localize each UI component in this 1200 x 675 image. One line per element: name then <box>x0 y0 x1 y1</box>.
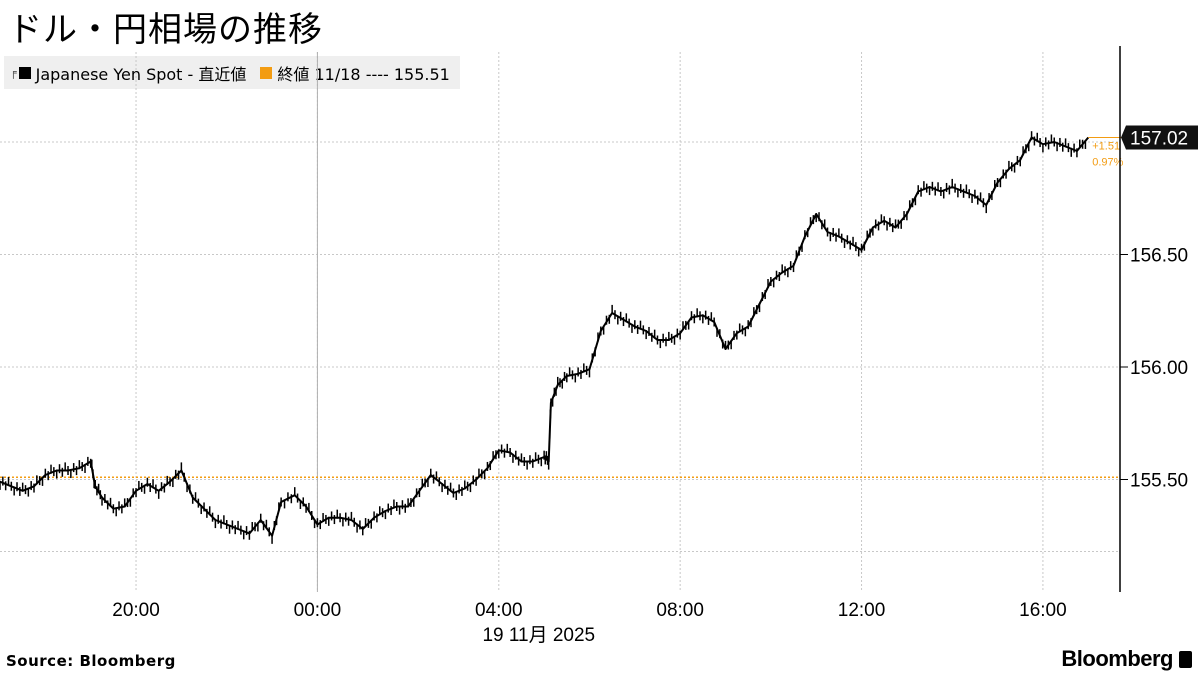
source-label: Source: Bloomberg <box>6 652 176 670</box>
x-tick-label: 20:00 <box>112 600 160 621</box>
price-line <box>0 136 1090 537</box>
x-tick-label: 08:00 <box>656 600 704 621</box>
grid <box>0 52 1120 592</box>
x-tick-label: 00:00 <box>294 600 342 621</box>
reference-swatch <box>260 66 273 79</box>
x-axis-label: 19 11月 2025 <box>482 625 595 646</box>
candlestick-icon: ╒ <box>10 66 17 79</box>
change-pct-label: 0.97% <box>1092 157 1123 169</box>
axes: 155.50 156.00 156.50 157.02 20:00 00:00 04:00 0… <box>112 46 1198 646</box>
last-value-label: 157.02 <box>1130 129 1188 150</box>
legend-item-series[interactable]: ╒ Japanese Yen Spot - 直近値 <box>10 61 246 85</box>
legend: ╒ Japanese Yen Spot - 直近値 終値 11/18 ---- … <box>4 56 460 89</box>
last-value-badge <box>1121 125 1198 150</box>
legend-reference-label: 終値 11/18 ---- 155.51 <box>277 64 450 84</box>
plot-area: +1.51 0.97% <box>0 131 1124 544</box>
series-swatch <box>18 66 31 79</box>
x-tick-label: 12:00 <box>838 600 886 621</box>
bloomberg-bars-icon <box>1179 650 1192 668</box>
bloomberg-logo: Bloomberg <box>1061 646 1192 672</box>
y-tick-label: 156.00 <box>1130 358 1188 379</box>
change-label: +1.51 <box>1092 141 1120 153</box>
legend-item-reference[interactable]: 終値 11/18 ---- 155.51 <box>260 61 450 85</box>
chart-title: ドル・円相場の推移 <box>8 10 323 50</box>
legend-series-label: Japanese Yen Spot - 直近値 <box>35 64 247 84</box>
y-tick-label: 156.50 <box>1130 246 1188 267</box>
y-tick-label: 155.50 <box>1130 471 1188 492</box>
x-tick-label: 04:00 <box>475 600 523 621</box>
brand-name: Bloomberg <box>1061 646 1173 671</box>
x-tick-label: 16:00 <box>1019 600 1067 621</box>
